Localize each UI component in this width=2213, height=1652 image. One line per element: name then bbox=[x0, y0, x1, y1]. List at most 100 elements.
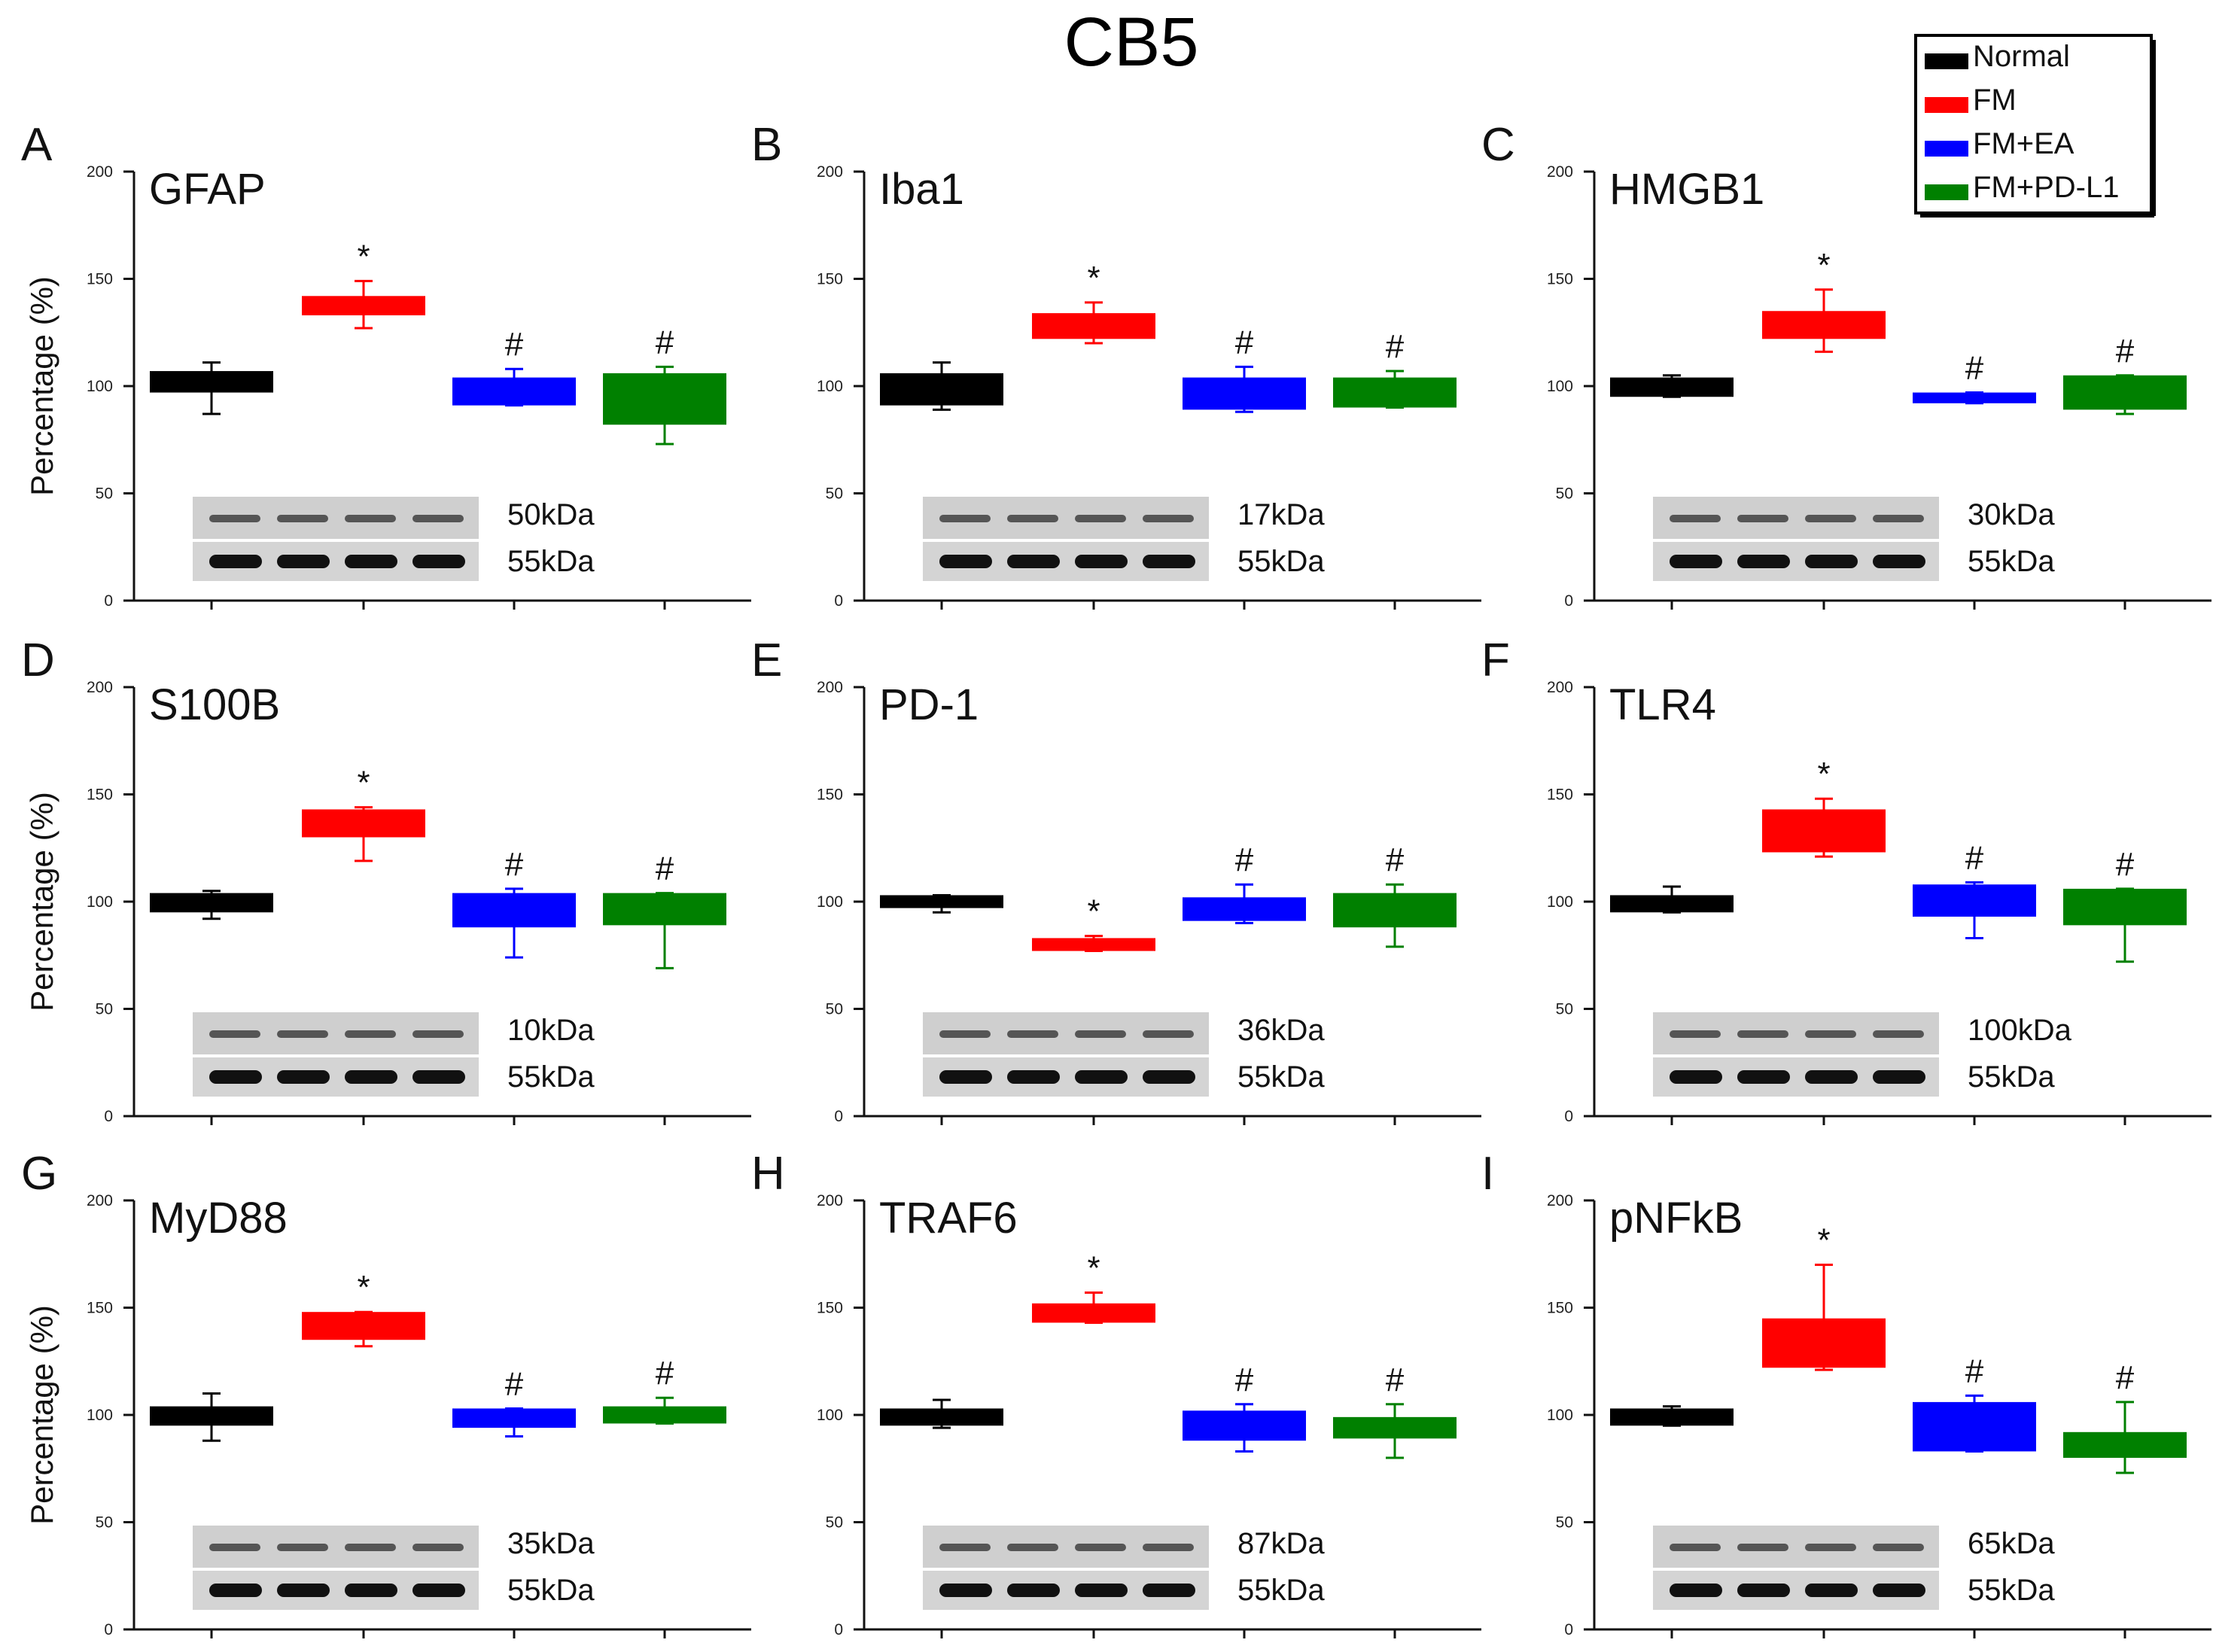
blot-band-target bbox=[1670, 1030, 1721, 1038]
blot-band-target bbox=[1075, 1030, 1126, 1038]
bar-fm bbox=[1762, 1318, 1886, 1368]
y-tick-label: 100 bbox=[1547, 1407, 1573, 1424]
bar-normal bbox=[1610, 895, 1734, 913]
blot-band-target bbox=[1737, 1030, 1788, 1038]
blot-band-target bbox=[277, 1544, 328, 1551]
legend-label-fm-ea: FM+EA bbox=[1973, 127, 2074, 160]
bar-normal bbox=[1610, 1408, 1734, 1426]
panel-title: Iba1 bbox=[879, 165, 964, 214]
y-tick-label: 0 bbox=[834, 1108, 843, 1125]
blot-band-loading bbox=[1873, 555, 1925, 568]
panel-label: H bbox=[751, 1148, 785, 1200]
bar-fm-pd-l1 bbox=[2063, 1431, 2187, 1458]
blot-band-loading bbox=[277, 1070, 330, 1084]
blot-band-loading bbox=[277, 1584, 330, 1597]
significance-mark: * bbox=[357, 765, 370, 802]
blot-band-loading bbox=[1007, 555, 1060, 568]
blot-loading-kda: 55kDa bbox=[507, 1060, 595, 1094]
significance-mark: # bbox=[1965, 350, 1984, 387]
blot-band-loading bbox=[1805, 555, 1858, 568]
bar-normal bbox=[150, 1406, 273, 1426]
significance-mark: # bbox=[2116, 333, 2135, 370]
blot-band-loading bbox=[1670, 555, 1722, 568]
blot-band-loading bbox=[1805, 1070, 1858, 1084]
blot-band-target bbox=[1805, 515, 1856, 522]
blot-band-target bbox=[939, 1544, 991, 1551]
legend-swatch-fm-ea bbox=[1925, 141, 1968, 157]
significance-mark: # bbox=[1965, 839, 1984, 876]
blot-band-loading bbox=[1737, 1070, 1790, 1084]
blot-loading-kda: 55kDa bbox=[507, 545, 595, 578]
blot-loading-kda: 55kDa bbox=[1237, 1060, 1325, 1094]
bar-fm-ea bbox=[1183, 377, 1306, 410]
y-tick-label: 0 bbox=[834, 1621, 843, 1638]
bar-fm-pd-l1 bbox=[1333, 893, 1457, 928]
legend-label-normal: Normal bbox=[1973, 40, 2070, 73]
blot-band-target bbox=[277, 1030, 328, 1038]
blot-band-target bbox=[209, 1030, 260, 1038]
blot-band-target bbox=[1143, 515, 1194, 522]
blot-band-target bbox=[1007, 1544, 1058, 1551]
bar-fm-pd-l1 bbox=[603, 893, 726, 926]
blot-band-loading bbox=[1873, 1070, 1925, 1084]
blot-band-loading bbox=[1075, 555, 1128, 568]
blot-band-target bbox=[412, 1030, 464, 1038]
bar-fm-ea bbox=[1913, 392, 2036, 403]
figure-title: CB5 bbox=[1064, 4, 1199, 81]
y-tick-label: 0 bbox=[104, 592, 113, 610]
y-tick-label: 200 bbox=[1547, 1192, 1573, 1209]
bar-fm bbox=[302, 296, 425, 315]
y-tick-label: 0 bbox=[1564, 1621, 1573, 1638]
y-tick-label: 100 bbox=[1547, 378, 1573, 395]
blot-band-target bbox=[412, 515, 464, 522]
bar-normal bbox=[880, 373, 1003, 406]
y-axis-label: Percentage (%) bbox=[24, 792, 59, 1012]
panel-title: S100B bbox=[149, 680, 280, 729]
panel-label: A bbox=[21, 119, 53, 171]
y-tick-label: 50 bbox=[96, 1001, 113, 1018]
blot-band-target bbox=[1007, 1030, 1058, 1038]
panel-f: F TLR4 0 50 100 150 200 * # #100kDa 55kDa bbox=[1481, 634, 2211, 1125]
blot-band-target bbox=[1075, 515, 1126, 522]
y-tick-label: 150 bbox=[817, 271, 843, 288]
panel-a: A GFAP Percentage (%) 0 50 100 150 200 * # #50kDa 5… bbox=[21, 119, 751, 610]
blot-band-target bbox=[1737, 1544, 1788, 1551]
bar-fm-pd-l1 bbox=[1333, 377, 1457, 408]
bar-fm-ea bbox=[1913, 1401, 2036, 1452]
bar-normal bbox=[150, 371, 273, 393]
y-tick-label: 0 bbox=[1564, 592, 1573, 610]
blot-band-target bbox=[277, 515, 328, 522]
blot-band-target bbox=[1007, 515, 1058, 522]
y-tick-label: 150 bbox=[1547, 1300, 1573, 1317]
blot-band-target bbox=[939, 1030, 991, 1038]
y-tick-label: 50 bbox=[826, 485, 843, 503]
blot-band-target bbox=[1873, 1544, 1924, 1551]
blot-band-loading bbox=[1143, 1070, 1195, 1084]
legend-label-fm: FM bbox=[1973, 84, 2017, 117]
blot-band-loading bbox=[412, 1584, 465, 1597]
blot-target-kda: 17kDa bbox=[1237, 498, 1325, 531]
y-tick-label: 150 bbox=[817, 1300, 843, 1317]
blot-band-loading bbox=[209, 1070, 262, 1084]
significance-mark: # bbox=[1235, 324, 1254, 361]
panel-label: I bbox=[1481, 1148, 1494, 1200]
bar-fm bbox=[302, 809, 425, 838]
y-tick-label: 150 bbox=[87, 271, 113, 288]
significance-mark: * bbox=[1817, 247, 1830, 284]
bar-fm-pd-l1 bbox=[603, 373, 726, 425]
y-tick-label: 50 bbox=[96, 485, 113, 503]
blot-loading-kda: 55kDa bbox=[1968, 1574, 2055, 1607]
blot-band-loading bbox=[1007, 1070, 1060, 1084]
bar-fm-pd-l1 bbox=[2063, 375, 2187, 410]
significance-mark: # bbox=[1965, 1352, 1984, 1389]
y-tick-label: 100 bbox=[87, 378, 113, 395]
blot-band-loading bbox=[209, 555, 262, 568]
bar-fm-pd-l1 bbox=[1333, 1416, 1457, 1439]
y-tick-label: 50 bbox=[1556, 1001, 1573, 1018]
significance-mark: * bbox=[1817, 1222, 1830, 1259]
bar-normal bbox=[880, 895, 1003, 908]
bar-fm bbox=[1762, 809, 1886, 853]
bar-fm bbox=[1032, 938, 1155, 951]
bar-normal bbox=[880, 1408, 1003, 1426]
